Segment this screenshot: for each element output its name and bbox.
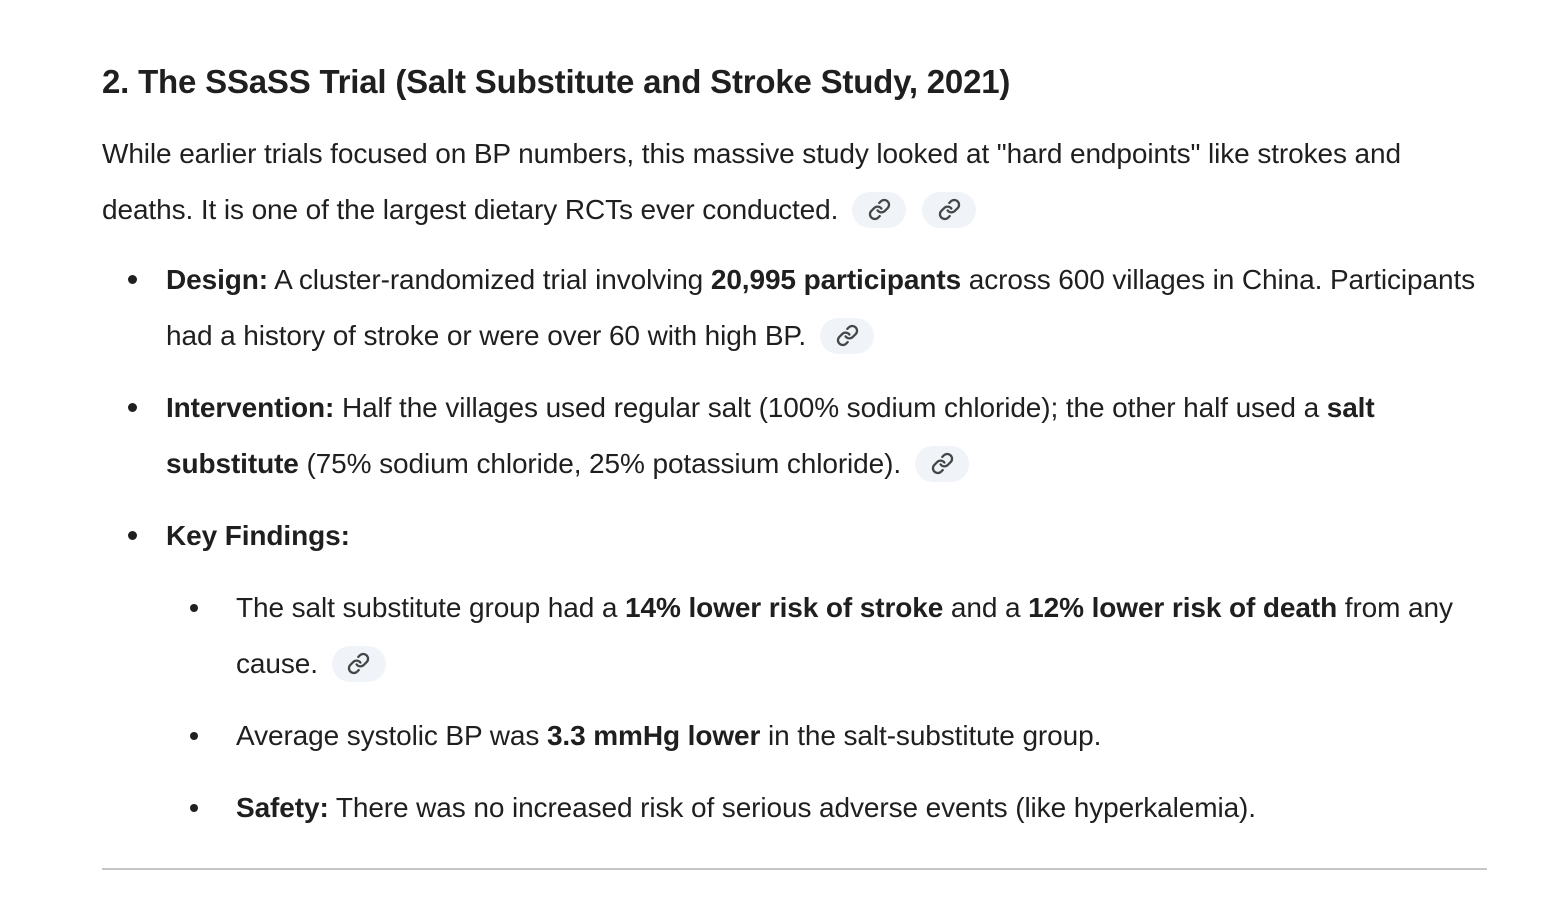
list-item-stroke-death: The salt substitute group had a 14% lowe… (166, 580, 1487, 692)
list-item-systolic-bp: Average systolic BP was 3.3 mmHg lower i… (166, 708, 1487, 764)
list-item-systolic-bp-text: Average systolic BP was 3.3 mmHg lower i… (236, 720, 1102, 751)
bullet-list: Design: A cluster-randomized trial invol… (102, 252, 1487, 836)
list-item-key-findings-text: Key Findings: (166, 520, 350, 551)
section-divider (102, 868, 1487, 870)
list-item-stroke-death-chips (318, 645, 386, 682)
intro-text: While earlier trials focused on BP numbe… (102, 138, 1401, 225)
link-icon (938, 198, 960, 221)
intro-chips (838, 191, 977, 228)
list-item-intervention: Intervention: Half the villages used reg… (102, 380, 1487, 492)
source-link-chip[interactable] (820, 317, 875, 354)
list-item-design-chips (806, 317, 875, 354)
list-item-safety-text: Safety: There was no increased risk of s… (236, 792, 1256, 823)
intro-paragraph: While earlier trials focused on BP numbe… (102, 126, 1487, 238)
source-link-chip[interactable] (915, 445, 970, 482)
key-findings-sublist: The salt substitute group had a 14% lowe… (166, 580, 1487, 836)
link-icon (836, 324, 858, 347)
source-link-chip[interactable] (922, 191, 977, 228)
source-link-chip[interactable] (331, 645, 386, 682)
list-item-intervention-chips (901, 445, 970, 482)
list-item-stroke-death-text: The salt substitute group had a 14% lowe… (236, 592, 1453, 679)
link-icon (348, 652, 370, 675)
link-icon (868, 198, 890, 221)
section-heading: 2. The SSaSS Trial (Salt Substitute and … (102, 63, 1011, 100)
link-icon (931, 452, 953, 475)
list-item-design: Design: A cluster-randomized trial invol… (102, 252, 1487, 364)
list-item-key-findings: Key Findings: The salt substitute group … (102, 508, 1487, 836)
list-item-safety: Safety: There was no increased risk of s… (166, 780, 1487, 836)
list-item-design-text: Design: A cluster-randomized trial invol… (166, 264, 1476, 351)
source-link-chip[interactable] (852, 191, 907, 228)
list-item-intervention-text: Intervention: Half the villages used reg… (166, 392, 1375, 479)
